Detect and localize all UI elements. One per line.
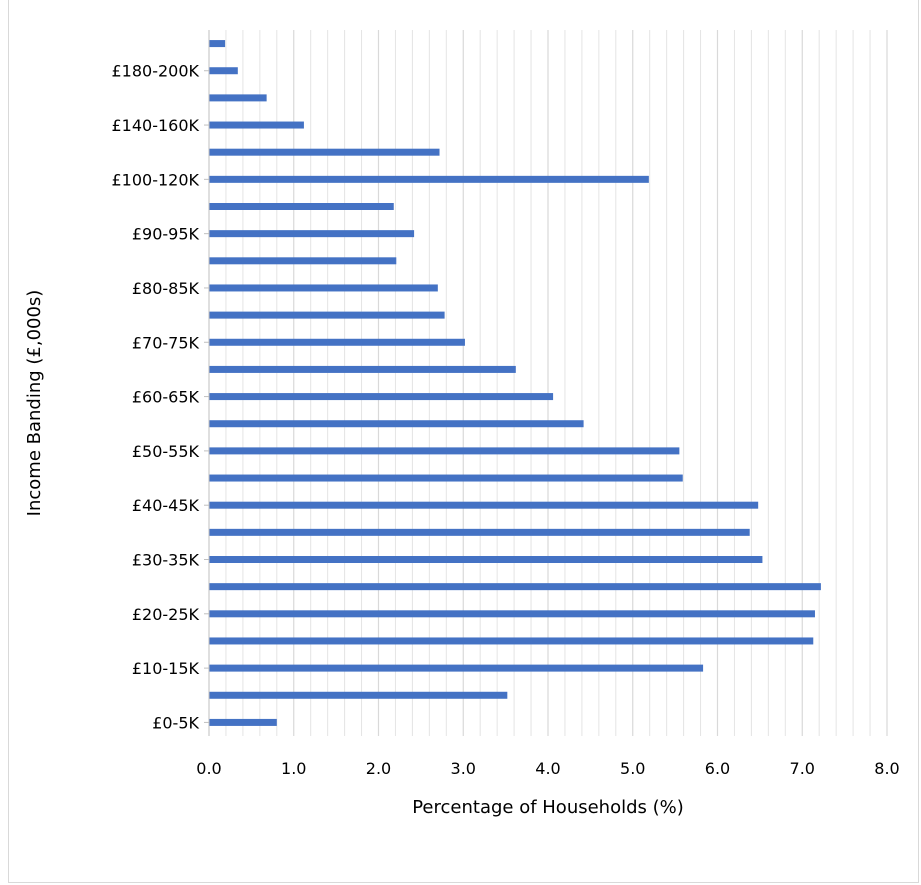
- y-tick-label: £10-15K: [132, 659, 200, 678]
- bar: [209, 501, 759, 509]
- x-tick-label: 5.0: [620, 759, 645, 778]
- x-tick-label: 4.0: [535, 759, 560, 778]
- bar: [209, 67, 238, 75]
- x-tick-label: 3.0: [451, 759, 476, 778]
- bar: [209, 148, 440, 156]
- bar: [209, 474, 683, 482]
- x-tick-label: 2.0: [366, 759, 391, 778]
- bar: [209, 203, 394, 210]
- bar: [209, 528, 750, 536]
- y-tick-label: £60-65K: [132, 388, 200, 407]
- y-tick-label: £90-95K: [132, 225, 200, 244]
- bar: [209, 311, 445, 319]
- bar: [209, 338, 465, 346]
- x-tick-label: 8.0: [874, 759, 899, 778]
- x-axis-title: Percentage of Households (%): [412, 797, 684, 818]
- y-tick-label: £70-75K: [132, 333, 200, 352]
- y-tick-label: £140-160K: [111, 116, 199, 135]
- bar: [209, 718, 277, 726]
- bar: [209, 40, 226, 48]
- bar: [209, 121, 304, 129]
- y-tick-labels: £0-5K £10-15K £20-25K £30-35K £40-45K £50-55K…: [111, 62, 209, 732]
- bar: [209, 365, 516, 373]
- y-tick-label: £180-200K: [111, 62, 199, 81]
- bar: [209, 420, 584, 428]
- y-tick-label: £40-45K: [132, 496, 200, 515]
- x-tick-label: 0.0: [196, 759, 221, 778]
- x-tick-labels: 0.0 1.0 2.0 3.0 4.0 5.0 6.0 7.0 8.0: [196, 759, 899, 778]
- bar: [209, 583, 821, 591]
- x-tick-label: 1.0: [281, 759, 306, 778]
- y-tick-label: £100-120K: [111, 170, 199, 189]
- x-tick-label: 7.0: [790, 759, 815, 778]
- y-tick-label: £20-25K: [132, 605, 200, 624]
- y-axis-title: Income Banding (£,000s): [24, 290, 45, 517]
- gridlines: [225, 30, 888, 736]
- bar: [209, 664, 704, 672]
- y-tick-label: £30-35K: [132, 551, 200, 570]
- y-tick-label: £50-55K: [132, 442, 200, 461]
- bar: [209, 175, 649, 183]
- bar: [209, 447, 680, 455]
- bar: [209, 230, 415, 238]
- bar: [209, 556, 763, 563]
- bar: [209, 393, 554, 401]
- bar: [209, 691, 508, 699]
- y-tick-label: £80-85K: [132, 279, 200, 298]
- bar: [209, 610, 815, 618]
- bar: [209, 257, 397, 265]
- bars: [209, 40, 821, 726]
- x-tick-label: 6.0: [705, 759, 730, 778]
- y-tick-label: £0-5K: [152, 713, 199, 732]
- bar: [209, 94, 267, 102]
- bar: [209, 637, 814, 645]
- bar: [209, 284, 438, 292]
